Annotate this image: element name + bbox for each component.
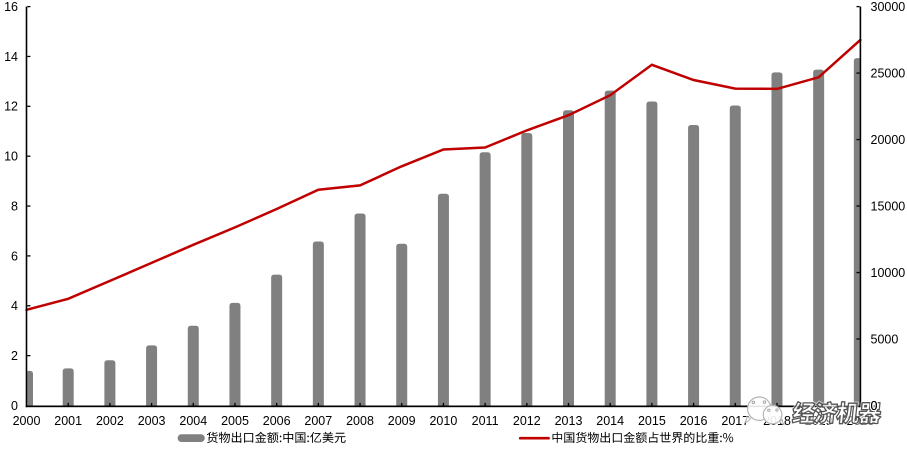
svg-text:8: 8 [11, 200, 18, 214]
svg-text:2011: 2011 [472, 414, 499, 428]
svg-text:2017: 2017 [721, 414, 749, 428]
svg-text:20000: 20000 [871, 133, 906, 147]
svg-text:30000: 30000 [871, 0, 906, 14]
svg-text:2: 2 [11, 349, 18, 363]
svg-text:16: 16 [4, 0, 18, 14]
svg-text:2012: 2012 [513, 414, 541, 428]
svg-text:2009: 2009 [388, 414, 416, 428]
svg-text:2013: 2013 [555, 414, 583, 428]
svg-text:12: 12 [4, 100, 18, 114]
svg-text:2004: 2004 [179, 414, 207, 428]
svg-text:6: 6 [11, 249, 18, 263]
svg-text:2008: 2008 [346, 414, 374, 428]
svg-text:0: 0 [11, 399, 18, 413]
svg-text:2003: 2003 [138, 414, 166, 428]
svg-text:2015: 2015 [638, 414, 666, 428]
svg-text:10000: 10000 [871, 266, 906, 280]
svg-text:14: 14 [4, 50, 18, 64]
svg-text:0: 0 [871, 399, 878, 413]
svg-text:2016: 2016 [680, 414, 708, 428]
svg-text:2006: 2006 [263, 414, 291, 428]
svg-text:10: 10 [4, 150, 18, 164]
svg-text:2001: 2001 [54, 414, 82, 428]
svg-text:2002: 2002 [96, 414, 124, 428]
svg-text:2000: 2000 [13, 414, 41, 428]
svg-text:25000: 25000 [871, 67, 906, 81]
svg-text:2010: 2010 [429, 414, 457, 428]
svg-text:2005: 2005 [221, 414, 249, 428]
svg-text:5000: 5000 [871, 332, 899, 346]
svg-text:0: 0 [871, 399, 878, 413]
svg-text:15000: 15000 [871, 200, 906, 214]
svg-text:2014: 2014 [596, 414, 624, 428]
svg-text:4: 4 [11, 299, 18, 313]
svg-text:2007: 2007 [304, 414, 332, 428]
